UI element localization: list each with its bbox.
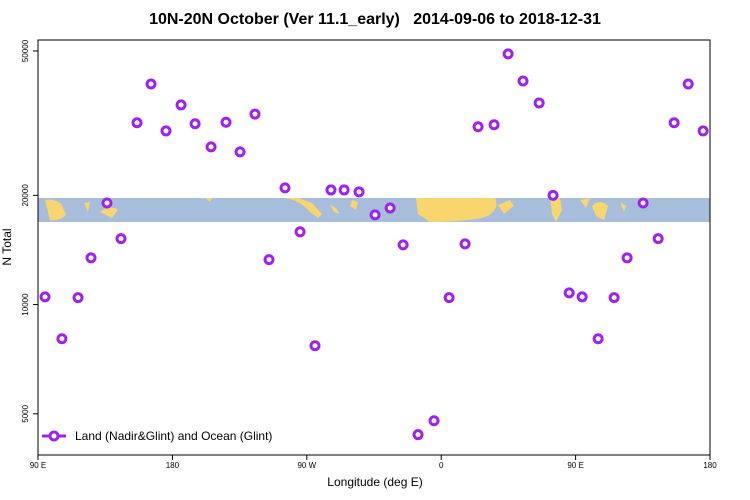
point bbox=[668, 117, 680, 129]
point bbox=[563, 287, 575, 299]
point bbox=[547, 189, 559, 201]
y-axis-label: N Total bbox=[0, 228, 14, 265]
x-tick-label: 90 E bbox=[30, 461, 46, 470]
point bbox=[263, 254, 275, 266]
point bbox=[576, 291, 588, 303]
point bbox=[338, 184, 350, 196]
chart-title: 10N-20N October (Ver 11.1_early) 2014-09… bbox=[149, 11, 601, 28]
point bbox=[39, 291, 51, 303]
point bbox=[175, 99, 187, 111]
point bbox=[279, 182, 291, 194]
point bbox=[249, 108, 261, 120]
y-tick-label: 20000 bbox=[21, 184, 30, 207]
point bbox=[428, 415, 440, 427]
x-axis-label: Longitude (deg E) bbox=[327, 475, 422, 489]
point bbox=[488, 119, 500, 131]
point bbox=[325, 184, 337, 196]
plot-frame bbox=[37, 39, 711, 456]
point bbox=[353, 186, 365, 198]
y-tick-label: 10000 bbox=[21, 293, 30, 316]
legend-label: Land (Nadir&Glint) and Ocean (Glint) bbox=[75, 429, 272, 443]
point bbox=[652, 233, 664, 245]
x-tick-label: 180 bbox=[166, 461, 180, 470]
y-tick-label: 50000 bbox=[21, 39, 30, 62]
point bbox=[608, 292, 620, 304]
point bbox=[101, 197, 113, 209]
point bbox=[115, 233, 127, 245]
point bbox=[682, 78, 694, 90]
point bbox=[294, 226, 306, 238]
point bbox=[309, 340, 321, 352]
point bbox=[592, 333, 604, 345]
point bbox=[443, 292, 455, 304]
point bbox=[145, 78, 157, 90]
point bbox=[697, 125, 709, 137]
legend-marker bbox=[48, 430, 60, 442]
x-tick-label: 90 W bbox=[297, 461, 316, 470]
point bbox=[85, 252, 97, 264]
point bbox=[205, 141, 217, 153]
point bbox=[56, 333, 68, 345]
point bbox=[533, 97, 545, 109]
point bbox=[220, 116, 232, 128]
point bbox=[472, 121, 484, 133]
point bbox=[160, 125, 172, 137]
point bbox=[72, 292, 84, 304]
legend: Land (Nadir&Glint) and Ocean (Glint) bbox=[42, 429, 272, 443]
point bbox=[637, 197, 649, 209]
point bbox=[234, 146, 246, 158]
point bbox=[517, 75, 529, 87]
point bbox=[502, 48, 514, 60]
x-tick-label: 180 bbox=[703, 461, 717, 470]
point bbox=[459, 238, 471, 250]
point bbox=[131, 117, 143, 129]
x-tick-label: 90 E bbox=[567, 461, 583, 470]
point bbox=[384, 202, 396, 214]
point bbox=[189, 118, 201, 130]
y-tick-label: 5000 bbox=[21, 404, 30, 422]
point bbox=[397, 239, 409, 251]
point bbox=[369, 209, 381, 221]
point bbox=[412, 429, 424, 441]
point bbox=[621, 252, 633, 264]
x-tick-label: 0 bbox=[439, 461, 444, 470]
